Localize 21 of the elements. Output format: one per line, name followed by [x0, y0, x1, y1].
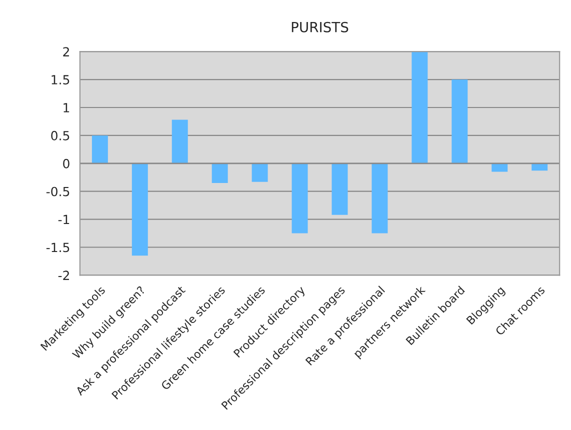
bar: [452, 80, 468, 164]
bar: [212, 163, 228, 183]
bar: [372, 163, 388, 234]
y-tick-label: 2: [63, 47, 69, 56]
bar: [292, 163, 308, 234]
bar: [172, 120, 188, 164]
y-tick-label: -1.5: [46, 242, 70, 252]
bar: [252, 163, 268, 182]
y-tick-label: -2: [58, 270, 69, 280]
y-tick-label: -1: [58, 214, 70, 224]
y-tick-label: 0.5: [51, 130, 70, 140]
bar: [492, 163, 508, 172]
bar: [332, 163, 348, 215]
bar: [92, 135, 108, 164]
bar: [132, 163, 148, 256]
y-tick-label: 1: [64, 103, 70, 112]
bar: [412, 52, 428, 164]
y-tick-label: 0: [63, 158, 70, 168]
y-tick-label: 1.5: [52, 75, 70, 84]
chart-title: PURISTS: [292, 22, 348, 32]
y-tick-label: -0.5: [46, 186, 70, 196]
